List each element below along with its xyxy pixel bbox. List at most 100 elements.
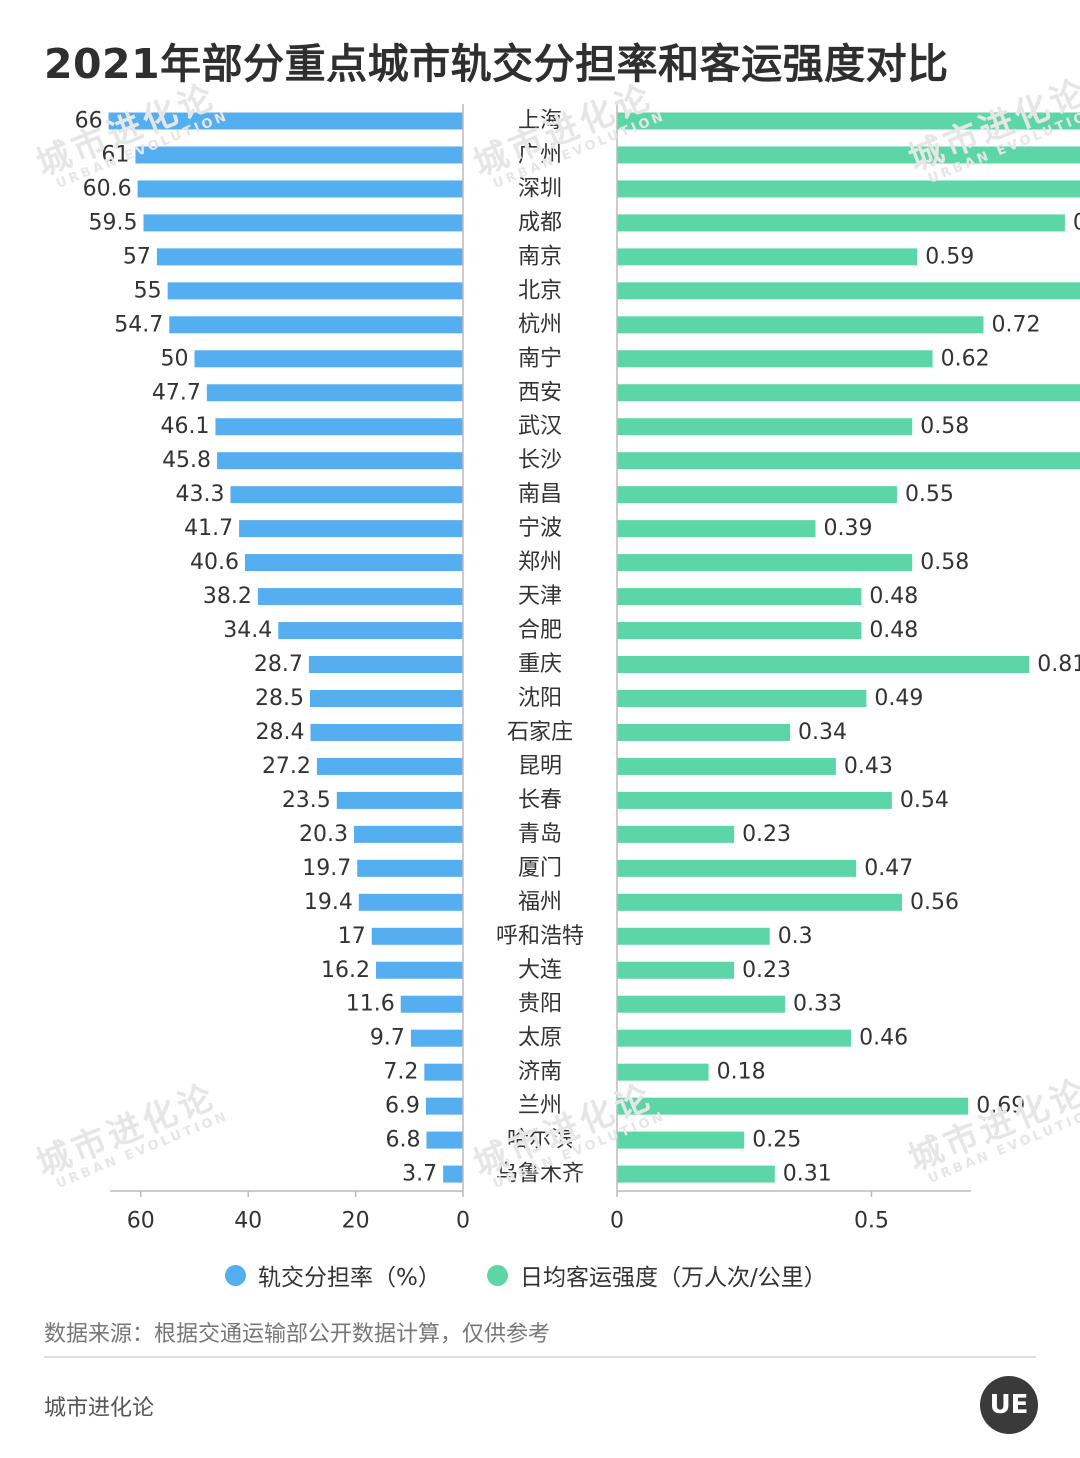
left-bar-label: 59.5 [89, 210, 138, 235]
right-bar [617, 859, 857, 877]
right-bar-label: 0.62 [941, 346, 990, 371]
category-label: 深圳 [518, 176, 562, 201]
category-label: 上海 [518, 109, 562, 134]
right-bar [617, 757, 836, 775]
right-bar [617, 825, 735, 843]
right-bar-label: 0.43 [844, 754, 893, 779]
left-bar [371, 927, 463, 945]
left-bar [424, 1063, 463, 1081]
left-x-tick-label: 60 [127, 1209, 155, 1234]
category-label: 杭州 [518, 312, 562, 337]
left-bar [443, 1165, 463, 1183]
right-bar [617, 622, 862, 640]
category-label: 成都 [518, 210, 562, 235]
right-bar [617, 214, 1065, 232]
left-bar [336, 791, 463, 809]
left-bar [137, 180, 463, 198]
category-label: 合肥 [518, 618, 562, 643]
left-bar-label: 40.6 [190, 550, 239, 575]
left-bar [400, 995, 463, 1013]
right-bar-label: 0.3 [778, 924, 813, 949]
category-label: 呼和浩特 [496, 924, 584, 949]
category-label: 重庆 [518, 652, 562, 677]
right-bar [617, 350, 933, 368]
category-label: 厦门 [518, 856, 562, 881]
right-bar [617, 282, 1080, 300]
right-bar [617, 384, 1080, 402]
category-label: 昆明 [518, 754, 562, 779]
right-bar [617, 146, 1080, 164]
right-bar-label: 0.18 [717, 1060, 766, 1085]
category-label: 南宁 [518, 346, 562, 371]
left-bar-label: 7.2 [383, 1060, 418, 1085]
right-bar [617, 893, 903, 911]
category-label: 大连 [518, 958, 562, 983]
left-bar-label: 60.6 [83, 176, 132, 201]
left-bar-label: 27.2 [262, 754, 311, 779]
right-bar [617, 995, 785, 1013]
category-label: 济南 [518, 1060, 562, 1085]
left-bar-label: 34.4 [223, 618, 272, 643]
legend-item-right[interactable]: 日均客运强度（万人次/公里） [487, 1258, 827, 1292]
left-bar [278, 622, 463, 640]
right-bar-label: 0.33 [793, 992, 842, 1017]
legend-item-left[interactable]: 轨交分担率（%） [225, 1258, 441, 1292]
category-label: 宁波 [518, 516, 562, 541]
left-bar-label: 66 [75, 109, 103, 134]
category-label: 南昌 [518, 482, 562, 507]
right-bar [617, 723, 791, 741]
category-label: 武汉 [518, 414, 562, 439]
left-bar [353, 825, 463, 843]
left-bar [135, 146, 463, 164]
left-bar-label: 23.5 [282, 788, 331, 813]
left-bar-label: 6.9 [385, 1094, 420, 1119]
category-label: 沈阳 [518, 686, 562, 711]
right-bar-label: 0.58 [920, 550, 969, 575]
left-x-tick-label: 20 [342, 1209, 370, 1234]
right-bar-label: 0.25 [752, 1128, 801, 1153]
category-label: 广州 [518, 142, 562, 167]
left-bar [217, 452, 463, 470]
right-bar-label: 0.56 [910, 890, 959, 915]
category-label: 石家庄 [507, 720, 573, 745]
right-bar-label: 0.81 [1037, 652, 1080, 677]
right-bar-label: 0.23 [742, 958, 791, 983]
right-x-tick-label: 0.5 [854, 1209, 889, 1234]
left-bar-label: 19.4 [304, 890, 353, 915]
left-bar-label: 20.3 [299, 822, 348, 847]
right-bar-label: 0.59 [925, 244, 974, 269]
left-bar [167, 282, 463, 300]
data-source-note: 数据来源：根据交通运输部公开数据计算，仅供参考 [44, 1322, 551, 1347]
right-bar-label: 0.54 [900, 788, 949, 813]
left-bar-label: 45.8 [162, 448, 211, 473]
right-bar-label: 0.48 [869, 584, 918, 609]
right-bar-label: 0.31 [783, 1162, 832, 1187]
legend: 轨交分担率（%） 日均客运强度（万人次/公里） [0, 1258, 1080, 1292]
category-label: 北京 [518, 278, 562, 303]
category-label: 兰州 [518, 1094, 562, 1119]
left-bar-label: 47.7 [152, 380, 201, 405]
left-bar [230, 486, 463, 504]
right-bar-label: 0.88 [1073, 210, 1080, 235]
category-label: 贵阳 [518, 992, 562, 1017]
left-bar-label: 55 [134, 278, 162, 303]
left-bar [376, 961, 463, 979]
right-bar [617, 1097, 969, 1115]
left-bar-label: 28.4 [256, 720, 305, 745]
category-label: 郑州 [518, 550, 562, 575]
legend-dot-right [487, 1264, 508, 1286]
category-label: 哈尔滨 [507, 1128, 573, 1153]
right-bar [617, 588, 862, 606]
left-bar [239, 520, 463, 538]
left-bar [257, 588, 463, 606]
chart-title: 2021年部分重点城市轨交分担率和客运强度对比 [44, 40, 949, 88]
left-bar [309, 689, 463, 707]
footer-brand: 城市进化论 [44, 1396, 155, 1421]
right-bar [617, 554, 913, 572]
left-bar-label: 3.7 [402, 1162, 437, 1187]
right-bar [617, 180, 1080, 198]
right-bar-label: 0.34 [798, 720, 847, 745]
category-label: 南京 [518, 244, 562, 269]
left-bar-label: 54.7 [114, 312, 163, 337]
left-bar-label: 17 [338, 924, 366, 949]
